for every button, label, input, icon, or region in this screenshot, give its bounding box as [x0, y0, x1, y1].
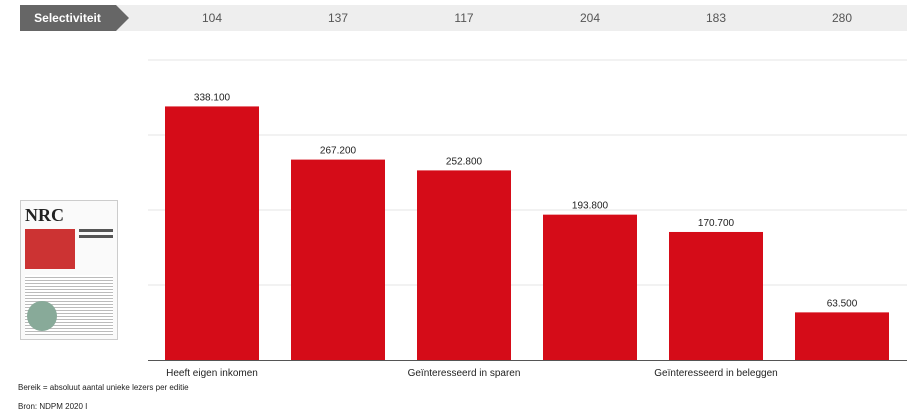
bar-value-label: 338.100: [194, 92, 231, 103]
newspaper-thumbnail: NRC: [20, 200, 118, 340]
bar: [417, 170, 511, 360]
bar: [165, 106, 259, 360]
selectivity-value: 183: [705, 11, 727, 25]
bar: [291, 159, 385, 360]
newspaper-headline: [79, 229, 113, 232]
newspaper-headline: [79, 235, 113, 238]
selectivity-label: Selectiviteit: [34, 11, 101, 25]
bar: [669, 231, 763, 360]
bar: [795, 312, 889, 360]
selectivity-row: [20, 5, 907, 31]
category-label: Geïnteresseerd in sparen: [408, 368, 521, 379]
selectivity-tag: [20, 5, 129, 31]
bar-value-label: 63.500: [827, 298, 858, 309]
newspaper-logo: NRC: [25, 205, 64, 225]
category-label: Geïnteresseerd in beleggen: [654, 368, 777, 379]
bar-value-label: 252.800: [446, 156, 483, 167]
bar: [543, 214, 637, 360]
bar-value-label: 267.200: [320, 146, 357, 157]
footer-note: Bereik = absoluut aantal unieke lezers p…: [18, 383, 189, 392]
selectivity-value: 137: [327, 11, 349, 25]
selectivity-value: 104: [201, 11, 223, 25]
selectivity-value: 280: [831, 11, 853, 25]
selectivity-value: 204: [579, 11, 601, 25]
newspaper-photo: [25, 229, 75, 269]
footer-source: Bron: NDPM 2020 I: [18, 402, 88, 411]
category-label: Heeft eigen inkomen: [166, 368, 258, 379]
bar-value-label: 193.800: [572, 201, 609, 212]
newspaper-image: [27, 301, 57, 331]
selectivity-value: 117: [454, 11, 474, 25]
bar-value-label: 170.700: [698, 218, 735, 229]
